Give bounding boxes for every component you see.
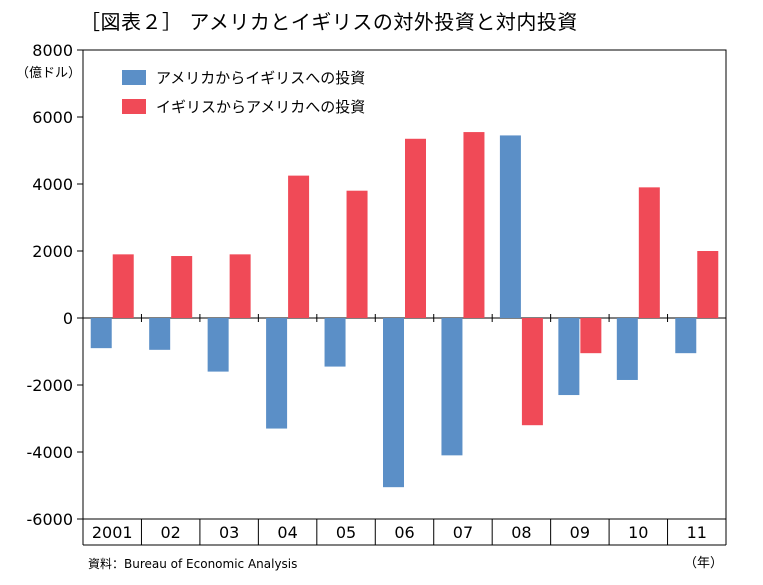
bar-us-to-uk (207, 318, 229, 372)
x-tick-label: 06 (394, 523, 414, 542)
bar-us-to-uk (499, 135, 521, 318)
bar-us-to-uk (558, 318, 580, 396)
x-tick-label: 11 (687, 523, 707, 542)
legend-swatch-us-to-uk (122, 69, 146, 85)
source-note: 資料：Bureau of Economic Analysis (88, 557, 298, 571)
bar-uk-to-us (112, 254, 134, 318)
chart-legend: アメリカからイギリスへの投資 イギリスからアメリカへの投資 (122, 64, 365, 122)
plot-frame (82, 49, 727, 520)
x-tick-label: 04 (277, 523, 297, 542)
x-tick-label: 02 (161, 523, 181, 542)
bar-us-to-uk (616, 318, 638, 380)
bar-us-to-uk (266, 318, 288, 429)
bar-us-to-uk (383, 318, 404, 488)
bar-uk-to-us (405, 138, 426, 318)
bar-us-to-uk (90, 318, 112, 349)
y-tick-label: 2000 (32, 242, 73, 261)
legend-label-uk-to-us: イギリスからアメリカへの投資 (156, 97, 366, 116)
bar-uk-to-us (638, 187, 660, 318)
bar-uk-to-us (580, 318, 602, 354)
bar-us-to-uk (324, 318, 346, 367)
bar-uk-to-us (463, 132, 485, 318)
bar-us-to-uk (675, 318, 697, 354)
bar-us-to-uk (441, 318, 463, 456)
y-tick-label: 4000 (32, 175, 73, 194)
legend-swatch-uk-to-us (122, 98, 146, 114)
x-axis-unit-label: （年） (684, 556, 724, 571)
legend-item-uk-to-us: イギリスからアメリカへの投資 (122, 93, 365, 119)
y-tick-label: 6000 (32, 108, 73, 127)
legend-item-us-to-uk: アメリカからイギリスへの投資 (122, 64, 365, 90)
y-axis-unit-label: （億ドル） (16, 66, 82, 81)
legend-label-us-to-uk: アメリカからイギリスへの投資 (156, 68, 366, 87)
x-tick-label: 03 (219, 523, 239, 542)
x-tick-label: 05 (336, 523, 356, 542)
y-tick-label: 8000 (32, 41, 73, 60)
x-tick-label: 2001 (92, 523, 133, 542)
y-tick-label: 0 (63, 309, 73, 328)
bar-uk-to-us (346, 190, 368, 318)
y-tick-label: -6000 (27, 510, 74, 529)
x-tick-label: 10 (628, 523, 648, 542)
y-tick-label: -2000 (27, 376, 74, 395)
bar-uk-to-us (229, 254, 251, 318)
chart-title: ［図表２］ アメリカとイギリスの対外投資と対内投資 (80, 10, 578, 34)
x-tick-label: 08 (511, 523, 531, 542)
bar-uk-to-us (521, 318, 543, 426)
bar-us-to-uk (149, 318, 171, 350)
y-tick-label: -4000 (27, 443, 74, 462)
x-tick-label: 09 (570, 523, 590, 542)
x-tick-label: 07 (453, 523, 473, 542)
bar-uk-to-us (697, 251, 719, 318)
bar-uk-to-us (171, 256, 193, 318)
bar-uk-to-us (288, 175, 310, 318)
